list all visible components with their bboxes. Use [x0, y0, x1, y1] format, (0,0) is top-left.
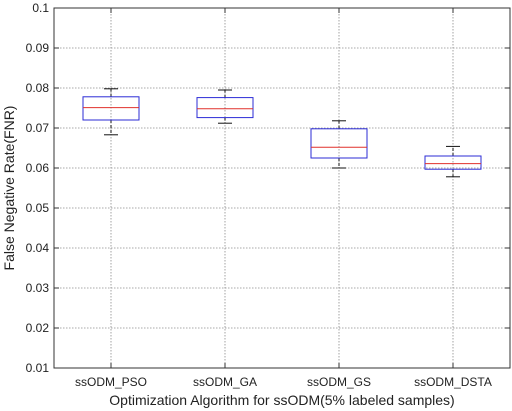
tick-marks	[54, 7, 510, 369]
plot-background	[54, 8, 510, 368]
box-iqr	[424, 155, 482, 170]
x-tick-label: ssODM_PSO	[75, 375, 147, 389]
box-ssodm-ga	[196, 89, 254, 124]
y-tick-label: 0.01	[26, 361, 50, 375]
x-tick-labels: ssODM_PSO ssODM_GA ssODM_GS ssODM_DSTA	[75, 375, 492, 389]
x-tick-label: ssODM_GA	[193, 375, 257, 389]
x-tick-label: ssODM_DSTA	[414, 375, 492, 389]
x-axis-label: Optimization Algorithm for ssODM(5% labe…	[109, 392, 454, 408]
box-iqr	[196, 97, 254, 119]
box-iqr	[310, 128, 368, 159]
y-tick-label: 0.04	[26, 241, 50, 255]
y-tick-label: 0.06	[26, 161, 50, 175]
box-ssodm-gs	[310, 120, 368, 169]
y-tick-labels: 0.01 0.02 0.03 0.04 0.05 0.06 0.07 0.08 0.09 0.1	[26, 1, 50, 375]
x-tick-label: ssODM_GS	[307, 375, 371, 389]
box-ssodm-pso	[82, 88, 140, 136]
y-tick-label: 0.07	[26, 121, 50, 135]
box-ssodm-dsta	[424, 145, 482, 178]
plot-frame	[53, 7, 511, 369]
y-tick-label: 0.1	[32, 1, 49, 15]
y-tick-label: 0.02	[26, 321, 50, 335]
y-tick-label: 0.05	[26, 201, 50, 215]
y-tick-label: 0.08	[26, 81, 50, 95]
grid-lines	[54, 8, 510, 368]
y-axis-label: False Negative Rate(FNR)	[1, 106, 17, 271]
y-tick-label: 0.03	[26, 281, 50, 295]
box-series	[82, 88, 482, 178]
box-iqr	[82, 96, 140, 121]
y-tick-label: 0.09	[26, 41, 50, 55]
